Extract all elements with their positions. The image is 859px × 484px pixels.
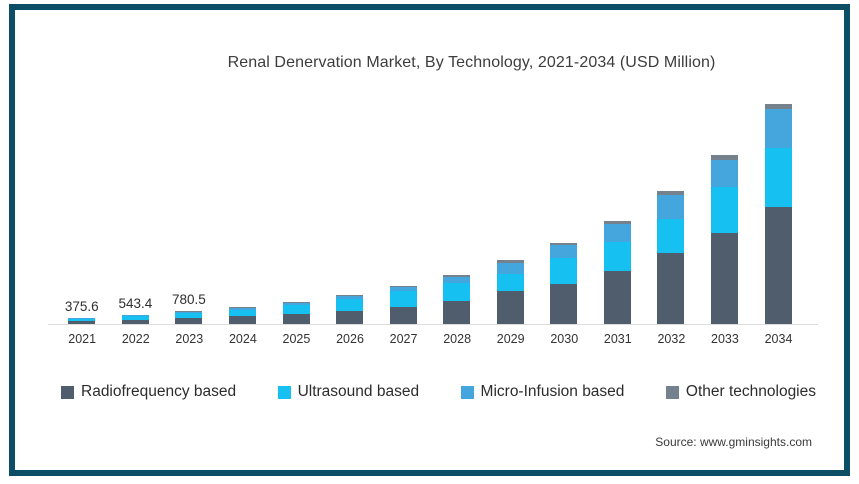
bar-column-2024 [229,307,256,324]
bar-2024 [229,307,256,324]
bar-segment-ultrasound-based [443,283,470,301]
bar-column-2031 [604,221,631,324]
x-axis-label-2023: 2023 [175,332,202,346]
bar-segment-micro-infusion-based [765,109,792,148]
legend-item-other-technologies: Other technologies [666,383,816,401]
bar-segment-ultrasound-based [390,291,417,306]
x-axis-label-2034: 2034 [765,332,792,346]
x-axis-label-2029: 2029 [497,332,524,346]
x-axis-label-2032: 2032 [657,332,684,346]
bar-column-2027 [390,286,417,324]
bar-column-2025 [283,302,310,324]
bar-2026 [336,295,363,324]
bar-2025 [283,302,310,324]
bar-segment-ultrasound-based [657,219,684,254]
bar-segment-ultrasound-based [550,258,577,283]
x-axis-label-2027: 2027 [390,332,417,346]
x-axis-label-2021: 2021 [68,332,95,346]
legend-label: Radiofrequency based [81,383,236,401]
bar-segment-radiofrequency-based [390,307,417,324]
bar-2023 [175,311,202,324]
bar-segment-micro-infusion-based [711,160,738,187]
chart-frame: Renal Denervation Market, By Technology,… [9,4,850,476]
bar-segment-ultrasound-based [497,274,524,291]
bar-segment-micro-infusion-based [657,195,684,218]
x-axis-label-2028: 2028 [443,332,470,346]
x-axis-label-2026: 2026 [336,332,363,346]
x-axis-label-2030: 2030 [550,332,577,346]
bar-segment-radiofrequency-based [497,291,524,324]
x-axis-label-2022: 2022 [122,332,149,346]
bar-segment-radiofrequency-based [765,207,792,324]
x-axis-label-2033: 2033 [711,332,738,346]
bar-value-label-2021: 375.6 [65,299,99,314]
legend: Radiofrequency based Ultrasound based Micr… [61,383,816,401]
bar-segment-radiofrequency-based [283,314,310,324]
bar-segment-ultrasound-based [604,242,631,271]
bar-value-label-2022: 543.4 [118,296,152,311]
bar-column-2021: 375.6 [68,299,95,324]
bar-2021 [68,318,95,324]
x-axis-labels: 2021 2022 2023 2024 2025 2026 2027 2028 2029 2030… [55,332,805,346]
legend-swatch-icon [666,386,679,399]
bar-segment-radiofrequency-based [229,316,256,324]
bar-2028 [443,275,470,324]
bar-segment-ultrasound-based [336,299,363,311]
bar-2022 [122,315,149,324]
bar-column-2033 [711,155,738,324]
bar-2033 [711,155,738,324]
x-axis-label-2025: 2025 [283,332,310,346]
bar-segment-radiofrequency-based [550,284,577,325]
bar-2030 [550,243,577,324]
bar-2029 [497,260,524,324]
bar-segment-radiofrequency-based [711,233,738,324]
bar-column-2023: 780.5 [175,292,202,324]
bar-column-2028 [443,275,470,324]
bar-segment-radiofrequency-based [443,301,470,324]
bar-segment-radiofrequency-based [68,321,95,324]
x-axis-label-2031: 2031 [604,332,631,346]
legend-swatch-icon [61,386,74,399]
bar-2034 [765,104,792,324]
bar-column-2029 [497,260,524,324]
stacked-bar-chart: 375.6 543.4 780.5 2021 2022 2023 2024 2025 2026… [15,94,844,346]
bar-segment-micro-infusion-based [550,245,577,258]
legend-swatch-icon [461,386,474,399]
bar-segment-radiofrequency-based [657,253,684,324]
bar-segment-micro-infusion-based [497,263,524,274]
bar-segment-radiofrequency-based [604,271,631,324]
bar-segment-ultrasound-based [283,305,310,314]
bar-2032 [657,191,684,324]
legend-label: Micro-Infusion based [481,383,625,401]
legend-item-micro-infusion-based: Micro-Infusion based [461,383,625,401]
bar-2031 [604,221,631,324]
legend-swatch-icon [278,386,291,399]
plot-area: 375.6 543.4 780.5 [55,94,805,324]
bar-column-2026 [336,295,363,324]
bar-column-2032 [657,191,684,324]
source-text: Source: www.gminsights.com [15,435,812,449]
bar-segment-ultrasound-based [765,148,792,207]
legend-label: Other technologies [686,383,816,401]
bar-2027 [390,286,417,324]
bar-column-2034 [765,104,792,324]
bar-segment-micro-infusion-based [604,224,631,241]
bar-segment-radiofrequency-based [336,311,363,324]
x-axis-line [48,324,818,325]
chart-title: Renal Denervation Market, By Technology,… [15,54,844,72]
bar-segment-radiofrequency-based [122,320,149,324]
bar-column-2022: 543.4 [122,296,149,324]
legend-item-radiofrequency-based: Radiofrequency based [61,383,236,401]
bar-segment-ultrasound-based [711,187,738,233]
bar-value-label-2023: 780.5 [172,292,206,307]
bar-column-2030 [550,243,577,324]
legend-label: Ultrasound based [298,383,420,401]
legend-item-ultrasound-based: Ultrasound based [278,383,420,401]
x-axis-label-2024: 2024 [229,332,256,346]
bar-segment-radiofrequency-based [175,318,202,324]
